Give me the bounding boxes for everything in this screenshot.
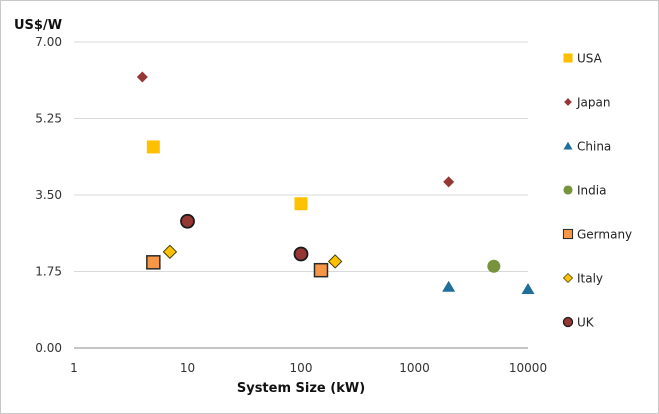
legend-item-china: China (563, 140, 611, 154)
legend-item-italy: Italy (562, 272, 603, 286)
legend-label-india: India (577, 184, 606, 198)
point-usa (294, 197, 308, 211)
point-india (487, 259, 501, 273)
x-tick-labels: 1 10 100 1000 10000 (70, 361, 547, 375)
x-axis-label: System Size (kW) (237, 381, 365, 396)
y-tick-labels: 0.00 1.75 3.50 5.25 7.00 (35, 35, 62, 355)
legend-item-india: India (563, 184, 606, 198)
y-axis-label: US$/W (14, 18, 62, 33)
x-tick-label: 10000 (509, 361, 547, 375)
x-tick-label: 10 (180, 361, 195, 375)
data-points (136, 71, 535, 294)
y-tick-label: 5.25 (35, 112, 62, 126)
legend-item-japan: Japan (564, 96, 610, 110)
grid-lines (74, 41, 528, 272)
point-china (521, 282, 535, 294)
legend-label-usa: USA (577, 52, 603, 66)
legend-marker-india (563, 185, 573, 195)
point-germany (313, 262, 329, 278)
legend: USA Japan China India Germany Italy UK (562, 52, 632, 330)
legend-label-italy: Italy (577, 272, 603, 286)
x-tick-label: 1 (70, 361, 78, 375)
legend-label-japan: Japan (576, 96, 610, 110)
legend-marker-uk (562, 316, 574, 328)
legend-label-china: China (577, 140, 611, 154)
point-germany (146, 255, 161, 270)
x-tick-label: 1000 (399, 361, 430, 375)
point-china (442, 280, 456, 292)
point-uk (293, 246, 309, 262)
legend-item-germany: Germany (562, 228, 632, 242)
legend-marker-italy (562, 272, 574, 284)
legend-label-germany: Germany (577, 228, 632, 242)
point-uk (180, 213, 195, 229)
point-italy (162, 244, 178, 260)
point-japan (136, 71, 148, 83)
legend-item-uk: UK (562, 316, 595, 330)
legend-marker-japan (564, 98, 572, 106)
legend-marker-germany (562, 228, 574, 240)
y-tick-label: 3.50 (35, 188, 62, 202)
point-usa (146, 140, 160, 154)
x-tick-label: 100 (290, 361, 313, 375)
y-tick-label: 7.00 (35, 35, 62, 49)
y-tick-label: 1.75 (35, 265, 62, 279)
legend-marker-china (563, 141, 573, 150)
legend-item-usa: USA (563, 52, 603, 66)
legend-label-uk: UK (577, 316, 595, 330)
legend-marker-usa (563, 53, 573, 63)
point-italy (327, 254, 343, 269)
point-japan (443, 176, 455, 188)
y-tick-label: 0.00 (35, 341, 62, 355)
